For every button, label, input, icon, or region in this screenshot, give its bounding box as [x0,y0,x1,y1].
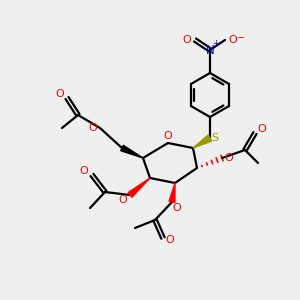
Text: S: S [212,133,219,143]
Polygon shape [169,183,175,203]
Text: O: O [164,131,172,141]
Text: O: O [229,35,237,45]
Text: O: O [118,195,127,205]
Polygon shape [128,178,150,197]
Text: N: N [206,44,214,56]
Polygon shape [121,145,143,158]
Text: +: + [212,38,220,47]
Text: O: O [166,235,174,245]
Text: O: O [172,203,182,213]
Text: −: − [237,33,245,43]
Polygon shape [193,135,212,148]
Text: O: O [88,123,98,133]
Text: O: O [183,35,191,45]
Text: O: O [56,89,64,99]
Text: O: O [225,153,233,163]
Text: O: O [258,124,266,134]
Text: O: O [80,166,88,176]
